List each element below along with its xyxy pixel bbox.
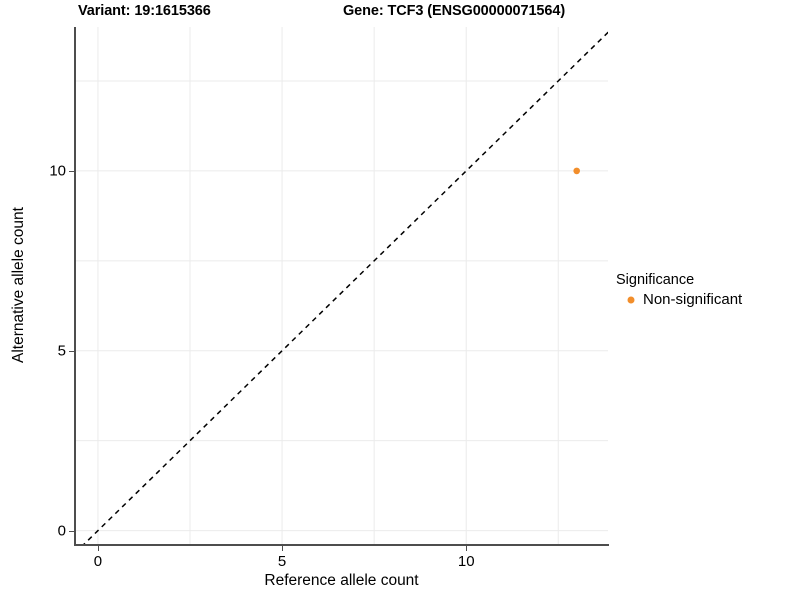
x-tick-mark [97, 546, 99, 551]
point-marker-icon [624, 293, 638, 307]
y-tick-mark [69, 350, 74, 352]
x-tick-mark [466, 546, 468, 551]
legend-entry-label: Non-significant [643, 291, 743, 308]
x-axis-label: Reference allele count [264, 572, 419, 589]
y-tick-mark [69, 170, 74, 172]
y-axis-line [74, 27, 76, 546]
legend-title: Significance [616, 272, 695, 288]
legend: Significance Non-significant [616, 272, 796, 308]
x-axis-line [74, 544, 609, 546]
plot-canvas [74, 27, 608, 545]
x-tick-label: 5 [277, 553, 287, 570]
legend-entry[interactable]: Non-significant [624, 291, 796, 308]
y-tick-mark [69, 530, 74, 532]
x-tick-label: 10 [457, 553, 475, 570]
scatter-points[interactable] [573, 167, 580, 175]
variant-title: Variant: 19:1615366 [78, 3, 211, 19]
x-tick-label: 0 [93, 553, 103, 570]
y-tick-label: 10 [49, 162, 66, 180]
legend-entries: Non-significant [616, 291, 796, 308]
gridlines [74, 27, 608, 545]
identity-reference-line [82, 31, 608, 545]
y-tick-label: 0 [57, 522, 66, 540]
plot-panel [74, 27, 608, 545]
x-tick-mark [282, 546, 284, 551]
y-tick-label: 5 [57, 342, 66, 360]
plot-title-row: Variant: 19:1615366 Gene: TCF3 (ENSG0000… [0, 0, 800, 27]
scatter-point[interactable] [573, 167, 580, 175]
gene-title: Gene: TCF3 (ENSG00000071564) [343, 3, 566, 19]
y-axis-label: Alternative allele count [10, 207, 27, 363]
